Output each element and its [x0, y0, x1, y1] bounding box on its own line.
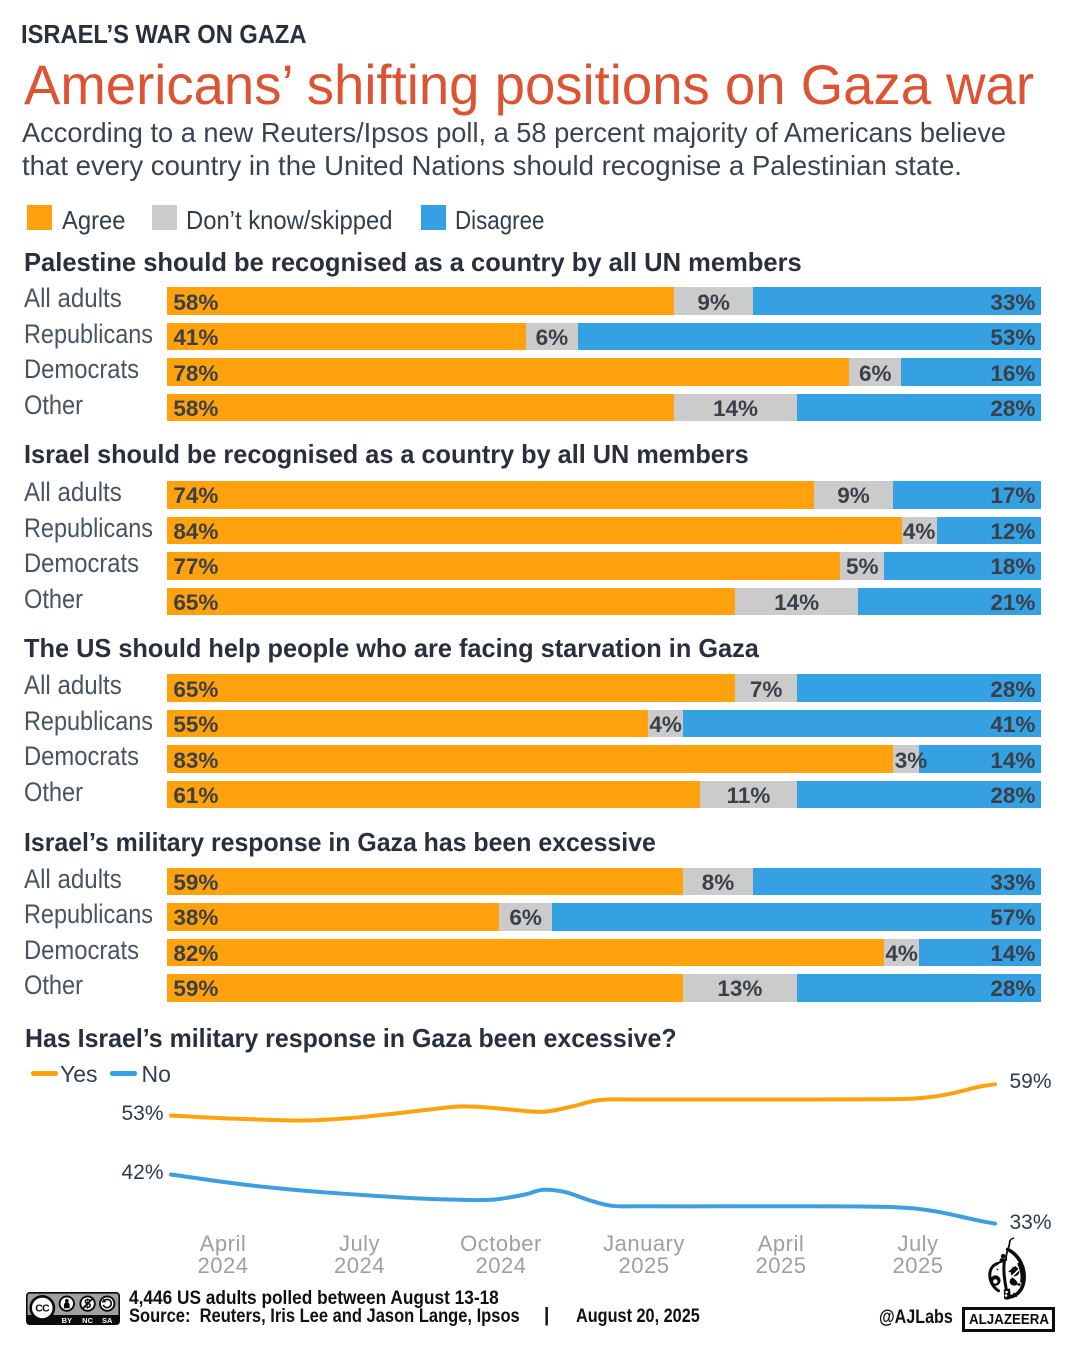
svg-text:CC: CC [35, 1303, 50, 1315]
svg-text:SA: SA [102, 1316, 113, 1325]
svg-text:BY: BY [62, 1316, 72, 1325]
svg-text:NC: NC [82, 1316, 93, 1325]
